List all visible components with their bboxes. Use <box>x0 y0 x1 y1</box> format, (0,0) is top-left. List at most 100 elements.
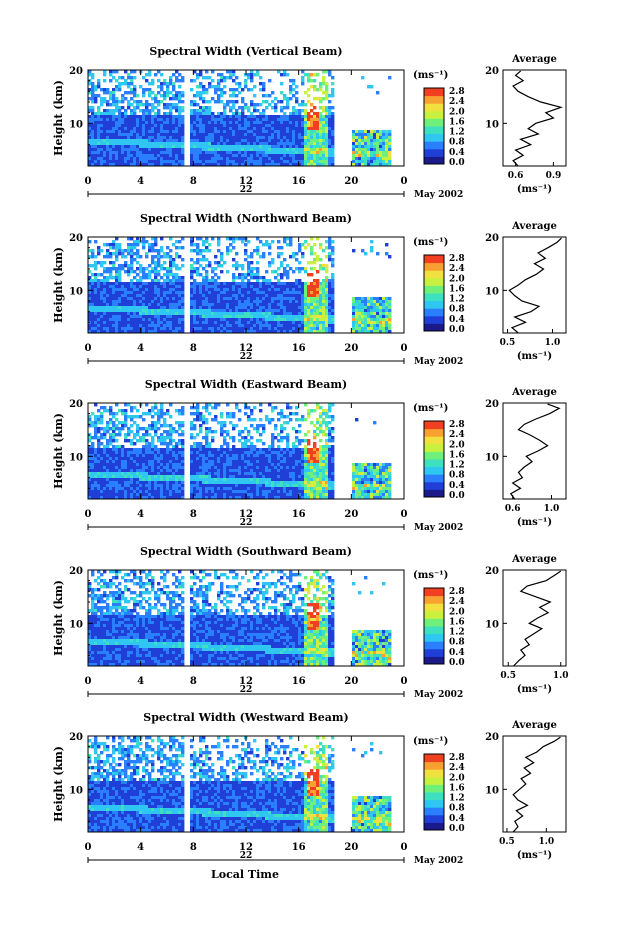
heatmap-cell <box>106 300 110 304</box>
heatmap-cell <box>121 460 125 464</box>
heatmap-cell <box>199 315 203 319</box>
heatmap-cell <box>91 475 95 479</box>
heatmap-cell <box>112 285 116 289</box>
heatmap-cell <box>250 103 254 107</box>
heatmap-cell <box>169 91 173 95</box>
heatmap-cell <box>271 124 275 128</box>
heatmap-cell <box>109 130 113 134</box>
heatmap-cell <box>319 106 323 110</box>
heatmap-cell <box>142 124 146 128</box>
heatmap-cell <box>265 240 269 244</box>
heatmap-cell <box>103 466 107 470</box>
heatmap-cell <box>112 454 116 458</box>
heatmap-cell <box>169 469 173 473</box>
heatmap-cell <box>283 160 287 164</box>
heatmap-cell <box>253 139 257 143</box>
heatmap-cell <box>322 118 326 122</box>
heatmap-cell <box>160 321 164 325</box>
heatmap-cell <box>148 133 152 137</box>
heatmap-cell <box>172 258 176 262</box>
heatmap-cell <box>124 324 128 328</box>
heatmap-cell <box>190 160 194 164</box>
average-frame <box>502 236 567 334</box>
heatmap-cell <box>274 294 278 298</box>
heatmap-cell <box>253 273 257 277</box>
heatmap-cell <box>142 481 146 485</box>
heatmap-cell <box>181 118 185 122</box>
heatmap-cell <box>154 157 158 161</box>
heatmap-cell <box>301 139 305 143</box>
heatmap-cell <box>157 85 161 89</box>
heatmap-cell <box>202 288 206 292</box>
heatmap-cell <box>223 163 227 167</box>
heatmap-cell <box>256 142 260 146</box>
heatmap-cell <box>190 142 194 146</box>
heatmap-cell <box>118 463 122 467</box>
heatmap-cell <box>106 315 110 319</box>
heatmap-cell <box>88 463 92 467</box>
heatmap-cell <box>286 285 290 289</box>
heatmap-cell <box>166 255 170 259</box>
heatmap-cell <box>118 448 122 452</box>
heatmap-cell <box>259 124 263 128</box>
heatmap-cell <box>133 487 137 491</box>
heatmap-cell <box>238 306 242 310</box>
heatmap-cell <box>301 306 305 310</box>
heatmap-cell <box>199 291 203 295</box>
heatmap-cell <box>301 163 305 167</box>
heatmap-cell <box>160 163 164 167</box>
heatmap-cell <box>151 154 155 158</box>
heatmap-cell <box>181 115 185 119</box>
heatmap-cell <box>253 315 257 319</box>
heatmap-cell <box>88 73 92 77</box>
heatmap-cell <box>289 303 293 307</box>
heatmap-cell <box>283 315 287 319</box>
heatmap-cell <box>163 460 167 464</box>
heatmap-cell <box>103 291 107 295</box>
heatmap-cell <box>229 294 233 298</box>
heatmap-cell <box>193 139 197 143</box>
heatmap-cell <box>97 160 101 164</box>
heatmap-cell <box>94 297 98 301</box>
heatmap-cell <box>157 103 161 107</box>
heatmap-cell <box>286 73 290 77</box>
heatmap-cell <box>295 163 299 167</box>
heatmap-cell <box>166 466 170 470</box>
heatmap-cell <box>94 124 98 128</box>
heatmap-cell <box>136 318 140 322</box>
heatmap-cell <box>157 439 161 443</box>
heatmap-cell <box>328 327 332 331</box>
heatmap-cell <box>94 454 98 458</box>
heatmap-cell <box>160 496 164 500</box>
heatmap-cell <box>130 157 134 161</box>
heatmap-cell <box>223 160 227 164</box>
heatmap-cell <box>103 255 107 259</box>
heatmap-cell <box>172 309 176 313</box>
heatmap-cell <box>295 85 299 89</box>
heatmap-cell <box>106 270 110 274</box>
heatmap-cell <box>232 154 236 158</box>
heatmap-cell <box>220 264 224 268</box>
heatmap-cell <box>328 243 332 247</box>
heatmap-cell <box>352 133 356 137</box>
heatmap-cell <box>301 291 305 295</box>
heatmap-cell <box>199 118 203 122</box>
heatmap-cell <box>142 448 146 452</box>
x-tick-label: 0 <box>401 176 408 187</box>
heatmap-cell <box>358 324 362 328</box>
heatmap-cell <box>124 466 128 470</box>
heatmap-cell <box>118 475 122 479</box>
heatmap-cell <box>310 261 314 265</box>
heatmap-cell <box>355 318 359 322</box>
heatmap-cell <box>106 124 110 128</box>
heatmap-cell <box>250 270 254 274</box>
heatmap-cell <box>199 303 203 307</box>
heatmap-cell <box>133 139 137 143</box>
heatmap-cell <box>259 315 263 319</box>
heatmap-cell <box>109 481 113 485</box>
heatmap-cell <box>169 249 173 253</box>
heatmap-cell <box>241 142 245 146</box>
heatmap-cell <box>217 148 221 152</box>
heatmap-cell <box>97 427 101 431</box>
heatmap-cell <box>109 460 113 464</box>
